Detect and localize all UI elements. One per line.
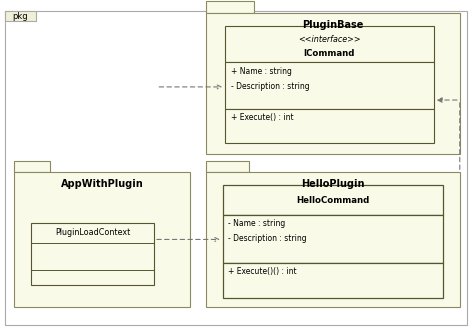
Text: HelloPlugin: HelloPlugin — [301, 179, 365, 189]
Text: - Name : string: - Name : string — [228, 219, 286, 228]
Text: + Name : string: + Name : string — [231, 67, 292, 76]
Bar — [206, 161, 249, 172]
Text: pkg: pkg — [13, 12, 28, 21]
Text: + Execute() : int: + Execute() : int — [231, 113, 293, 122]
Bar — [206, 172, 460, 307]
Bar — [223, 263, 443, 298]
Text: HelloCommand: HelloCommand — [296, 195, 370, 205]
Text: + Execute()() : int: + Execute()() : int — [228, 267, 297, 276]
Bar — [5, 11, 36, 21]
Bar — [31, 223, 154, 285]
Bar — [225, 26, 434, 62]
Bar — [206, 13, 460, 154]
Bar — [223, 185, 443, 215]
Text: PluginBase: PluginBase — [302, 20, 364, 30]
Text: AppWithPlugin: AppWithPlugin — [61, 179, 143, 189]
Text: <<interface>>: <<interface>> — [298, 35, 361, 45]
Bar — [14, 161, 50, 172]
Text: - Description : string: - Description : string — [231, 82, 310, 91]
Text: PluginLoadContext: PluginLoadContext — [55, 228, 130, 237]
Bar — [206, 1, 254, 13]
Bar — [14, 172, 190, 307]
Text: - Description : string: - Description : string — [228, 235, 307, 243]
Text: ICommand: ICommand — [304, 49, 355, 58]
Bar — [225, 62, 434, 109]
Bar — [225, 109, 434, 143]
Bar — [223, 215, 443, 263]
